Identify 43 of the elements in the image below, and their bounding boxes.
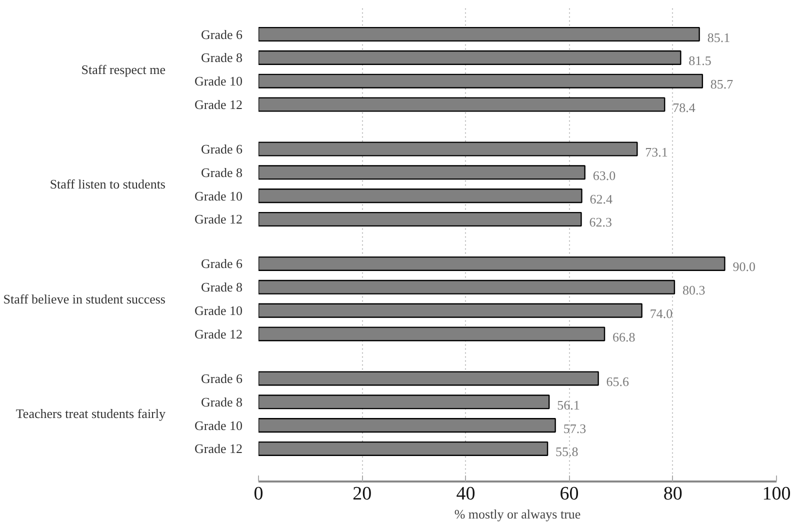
data-label: 57.3 xyxy=(563,420,586,436)
data-label: 66.8 xyxy=(612,329,636,344)
y-tick-label: Grade 12 xyxy=(194,212,243,227)
data-label: 78.4 xyxy=(672,100,696,116)
x-axis-title: % mostly or always true xyxy=(454,506,581,522)
y-tick-label: Grade 12 xyxy=(194,326,243,342)
y-tick-label: Grade 12 xyxy=(194,97,243,112)
x-tick-label: 100 xyxy=(762,484,791,504)
data-label: 56.1 xyxy=(557,397,580,412)
data-label: 62.4 xyxy=(590,191,613,206)
data-label: 73.1 xyxy=(645,144,668,160)
y-tick-label: Grade 10 xyxy=(194,188,243,204)
x-tick-label: 60 xyxy=(560,484,579,504)
data-label: 85.1 xyxy=(707,30,730,45)
y-tick-label: Grade 8 xyxy=(200,394,243,410)
x-tick-label: 0 xyxy=(254,484,264,504)
y-tick-label: Grade 8 xyxy=(200,50,243,66)
data-label: 81.5 xyxy=(688,53,712,68)
data-label: 65.6 xyxy=(606,374,630,389)
data-label: 85.7 xyxy=(710,76,734,92)
data-label: 55.8 xyxy=(556,444,578,460)
y-tick-label: Grade 6 xyxy=(200,141,243,156)
y-tick-label: Grade 8 xyxy=(200,280,243,295)
text: Staff respect me xyxy=(81,62,166,77)
data-label: 74.0 xyxy=(650,306,673,322)
text: Staff listen to students xyxy=(50,176,166,192)
x-tick-label: 20 xyxy=(352,484,372,504)
y-tick-label: Grade 10 xyxy=(194,303,243,318)
data-label: 80.3 xyxy=(682,282,706,298)
y-tick-label: Grade 10 xyxy=(194,74,243,89)
y-tick-label: Grade 6 xyxy=(200,26,243,42)
text: Teachers treat students fairly xyxy=(16,406,166,422)
y-tick-label: Grade 12 xyxy=(194,441,243,456)
y-tick-label: Grade 10 xyxy=(194,418,243,433)
data-label: 62.3 xyxy=(589,214,612,230)
y-tick-label: Grade 6 xyxy=(200,256,243,272)
y-tick-label: Grade 8 xyxy=(200,164,243,180)
data-label: 90.0 xyxy=(732,259,756,274)
x-tick-label: 40 xyxy=(456,484,476,504)
data-label: 63.0 xyxy=(592,168,616,183)
y-tick-label: Grade 6 xyxy=(200,370,243,386)
x-tick-label: 80 xyxy=(663,484,682,504)
text: Staff believe in student success xyxy=(3,291,166,306)
